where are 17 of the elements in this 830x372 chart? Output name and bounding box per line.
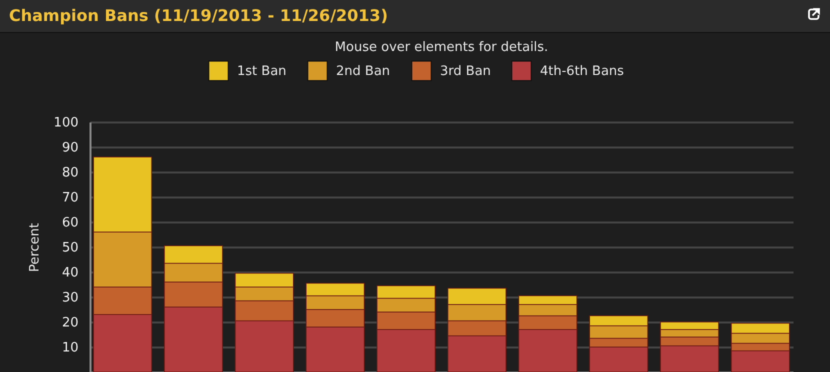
chart-title: Champion Bans (11/19/2013 - 11/26/2013): [9, 6, 388, 25]
y-tick-label: 100: [54, 116, 78, 130]
y-tick-label: 80: [62, 166, 78, 180]
y-tick-label: 40: [62, 266, 78, 280]
legend-label: 3rd Ban: [440, 64, 491, 79]
y-tick-label: 90: [62, 140, 78, 156]
y-tick-label: 20: [62, 316, 78, 330]
y-tick-label: 10: [62, 340, 78, 356]
y-tick-label: 70: [62, 190, 78, 206]
y-tick-label: 60: [62, 216, 78, 230]
legend-label: 4th-6th Bans: [540, 64, 624, 79]
chart-subtitle: Mouse over elements for details.: [334, 40, 548, 55]
legend-label: 2nd Ban: [336, 64, 390, 79]
y-tick-label: 30: [62, 290, 78, 306]
legend-label: 1st Ban: [237, 64, 286, 79]
y-tick-label: 50: [62, 240, 78, 256]
y-axis-title: Percent: [28, 223, 43, 272]
